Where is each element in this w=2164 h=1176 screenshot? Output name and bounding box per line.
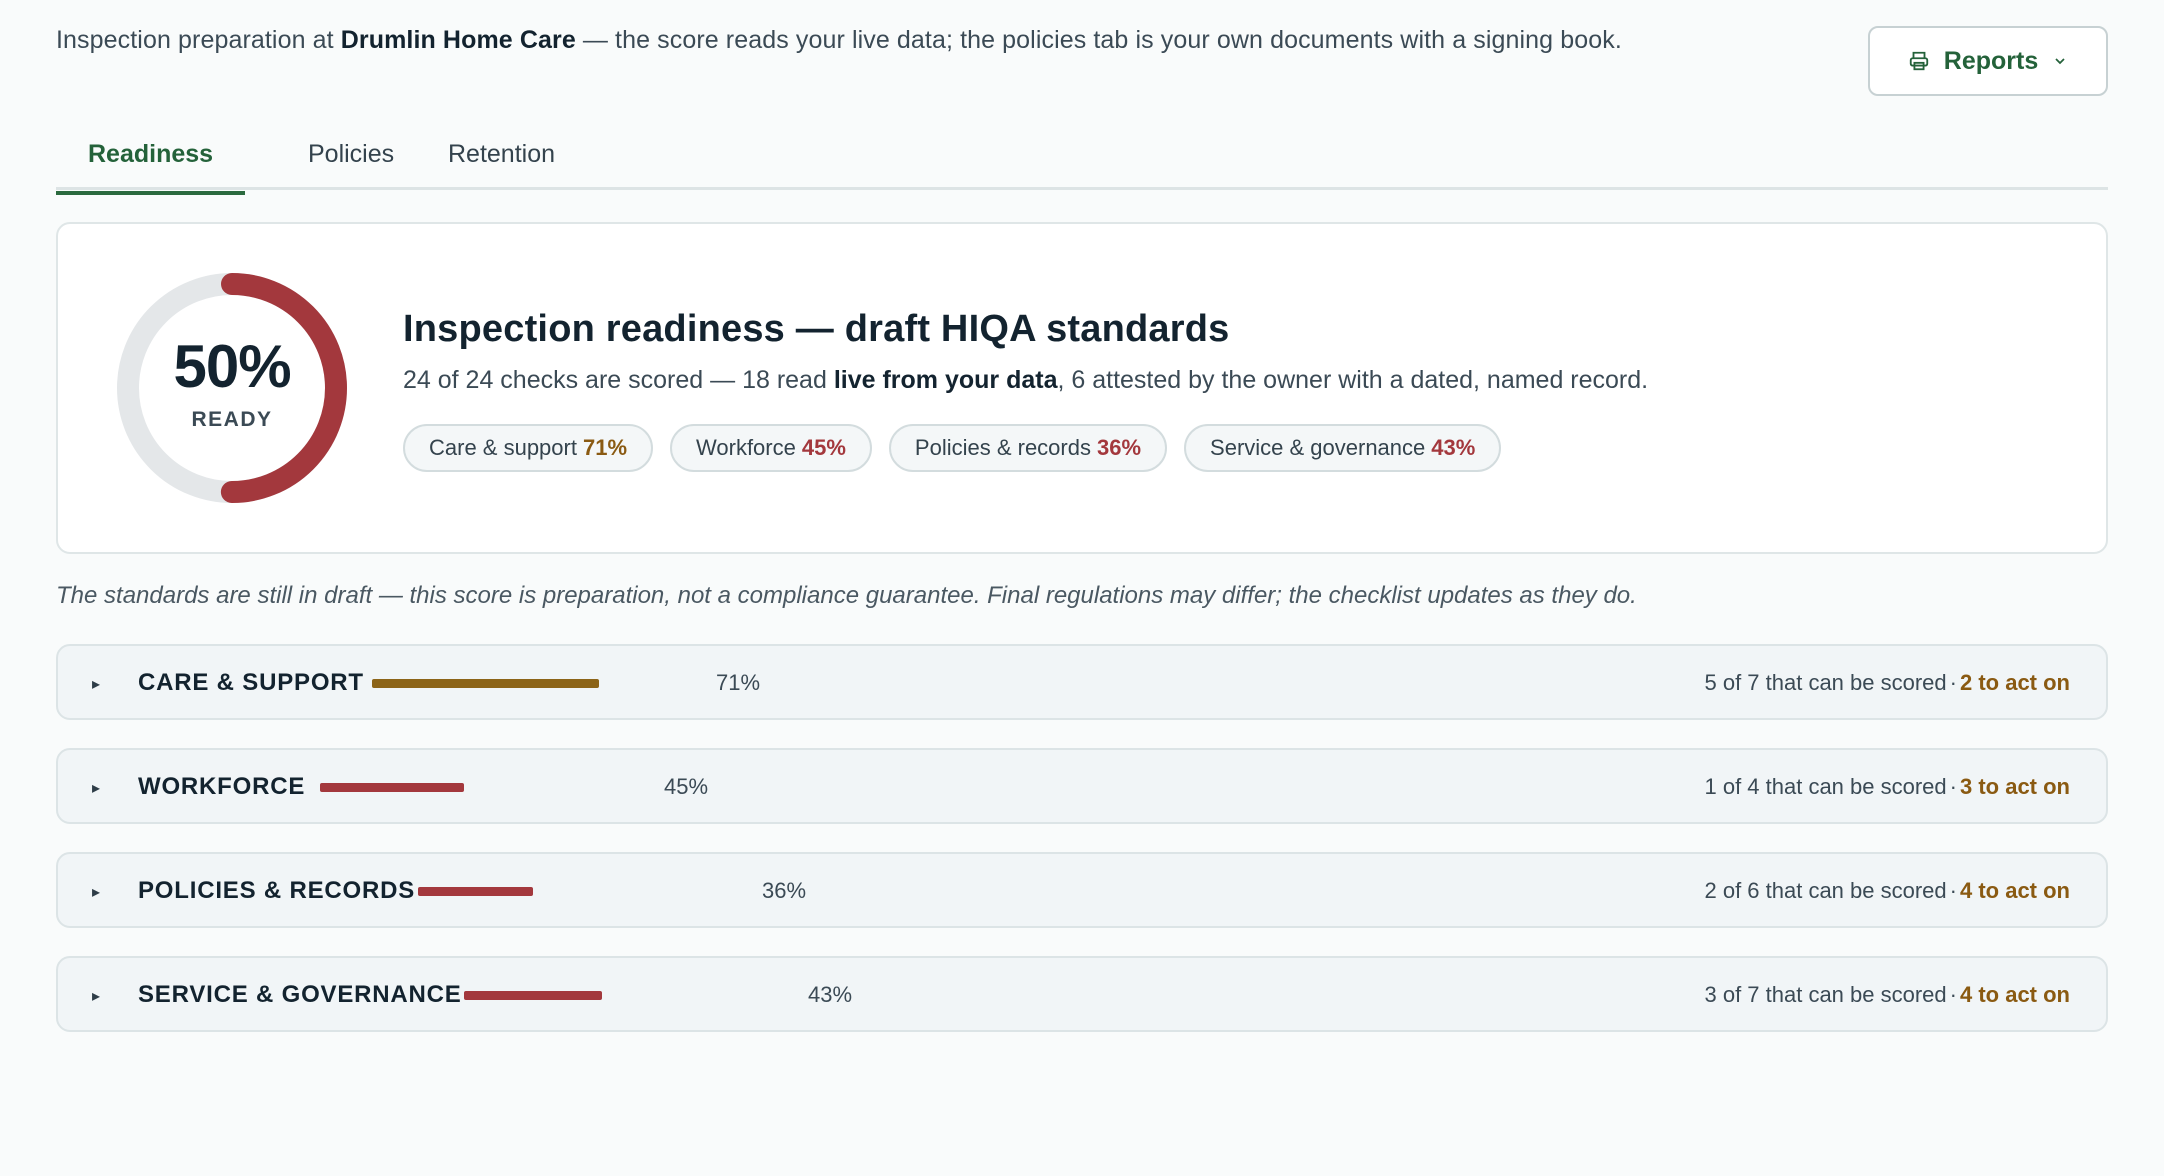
readiness-card: 50% READY Inspection readiness — draft H…	[56, 222, 2108, 554]
section-status: 1 of 4 that can be scored · 3 to act on	[1704, 774, 2070, 800]
tab-policies[interactable]: Policies	[308, 140, 395, 168]
act-on-count: 3 to act on	[1959, 774, 2070, 799]
scored-count: 3 of 7 that can be scored	[1704, 982, 1947, 1007]
section-name: SERVICE & GOVERNANCE	[138, 981, 462, 1008]
scored-count: 5 of 7 that can be scored	[1704, 670, 1947, 695]
section-policies-records[interactable]: ▸ POLICIES & RECORDS 36% 2 of 6 that can…	[56, 852, 2108, 928]
section-care-support[interactable]: ▸ CARE & SUPPORT 71% 5 of 7 that can be …	[56, 644, 2108, 720]
separator-dot: ·	[1949, 878, 1957, 903]
scored-count: 1 of 4 that can be scored	[1704, 774, 1947, 799]
section-progress-bar	[372, 679, 599, 688]
readiness-summary: 24 of 24 checks are scored — 18 read liv…	[403, 366, 1648, 395]
intro-suffix: — the score reads your live data; the po…	[575, 26, 1622, 54]
summary-suffix: , 6 attested by the owner with a dated, …	[1057, 366, 1649, 394]
intro-prefix: Inspection preparation at	[56, 26, 341, 54]
intro-text: Inspection preparation at Drumlin Home C…	[56, 26, 1622, 55]
readiness-title: Inspection readiness — draft HIQA standa…	[403, 308, 1230, 350]
category-pills: Care & support 71% Workforce 45% Policie…	[403, 424, 1502, 472]
pill-service-governance: Service & governance 43%	[1184, 424, 1502, 472]
expand-caret-icon: ▸	[92, 884, 101, 901]
scored-count: 2 of 6 that can be scored	[1704, 878, 1947, 903]
pill-label: Policies & records	[914, 435, 1091, 460]
printer-icon	[1909, 51, 1928, 71]
tab-retention[interactable]: Retention	[448, 140, 556, 168]
summary-bold: live from your data	[833, 366, 1058, 394]
pill-label: Care & support	[429, 435, 577, 460]
section-progress-bar	[464, 991, 602, 1000]
pill-value: 36%	[1096, 435, 1142, 460]
section-status: 2 of 6 that can be scored · 4 to act on	[1704, 878, 2070, 904]
reports-label: Reports	[1943, 46, 2039, 75]
section-status: 3 of 7 that can be scored · 4 to act on	[1704, 982, 2070, 1008]
pill-value: 45%	[801, 435, 846, 460]
draft-disclaimer: The standards are still in draft — this …	[56, 582, 1637, 609]
section-progress-bar	[418, 887, 533, 896]
section-workforce[interactable]: ▸ WORKFORCE 45% 1 of 4 that can be score…	[56, 748, 2108, 824]
pill-value: 71%	[582, 435, 628, 460]
section-percent: 45%	[664, 774, 709, 799]
expand-caret-icon: ▸	[92, 988, 101, 1005]
expand-caret-icon: ▸	[92, 780, 101, 797]
separator-dot: ·	[1949, 774, 1957, 799]
section-percent: 43%	[808, 982, 853, 1007]
gauge-arc	[117, 273, 347, 503]
act-on-count: 4 to act on	[1959, 982, 2070, 1007]
chevron-down-icon	[2055, 58, 2065, 65]
act-on-count: 4 to act on	[1959, 878, 2070, 903]
section-percent: 36%	[762, 878, 807, 903]
tab-readiness[interactable]: Readiness	[56, 140, 246, 195]
gauge-percent: 50%	[173, 333, 291, 400]
pill-value: 43%	[1431, 435, 1476, 460]
section-name: POLICIES & RECORDS	[138, 877, 416, 904]
expand-caret-icon: ▸	[92, 676, 101, 693]
organization-name: Drumlin Home Care	[340, 26, 576, 54]
pill-label: Service & governance	[1210, 435, 1426, 460]
readiness-gauge: 50% READY	[114, 270, 350, 506]
section-name: CARE & SUPPORT	[138, 669, 364, 696]
summary-prefix: 24 of 24 checks are scored — 18 read	[403, 366, 834, 394]
section-status: 5 of 7 that can be scored · 2 to act on	[1704, 670, 2070, 696]
separator-dot: ·	[1949, 982, 1957, 1007]
section-progress-bar	[320, 783, 464, 792]
section-service-governance[interactable]: ▸ SERVICE & GOVERNANCE 43% 3 of 7 that c…	[56, 956, 2108, 1032]
act-on-count: 2 to act on	[1959, 670, 2070, 695]
reports-button[interactable]: Reports	[1868, 26, 2108, 96]
tab-bar: Readiness Policies Retention	[56, 130, 2108, 195]
separator-dot: ·	[1949, 670, 1957, 695]
pill-label: Workforce	[696, 435, 796, 460]
section-name: WORKFORCE	[138, 773, 306, 800]
pill-care-support: Care & support 71%	[403, 424, 654, 472]
pill-workforce: Workforce 45%	[670, 424, 872, 472]
gauge-ring	[117, 273, 347, 503]
section-percent: 71%	[716, 670, 761, 695]
gauge-ready-label: READY	[191, 408, 273, 431]
pill-policies-records: Policies & records 36%	[888, 424, 1168, 472]
header: Inspection preparation at Drumlin Home C…	[56, 24, 2108, 104]
